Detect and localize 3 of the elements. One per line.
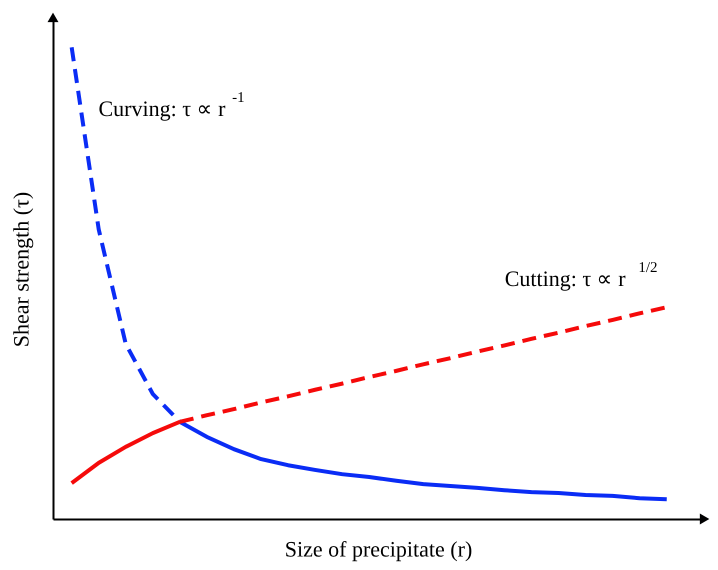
annotation: Curving: τ ∝ r-1 xyxy=(98,90,245,121)
y-axis-title: Shear strength (τ) xyxy=(8,192,34,348)
x-axis-title: Size of precipitate (r) xyxy=(284,536,472,562)
